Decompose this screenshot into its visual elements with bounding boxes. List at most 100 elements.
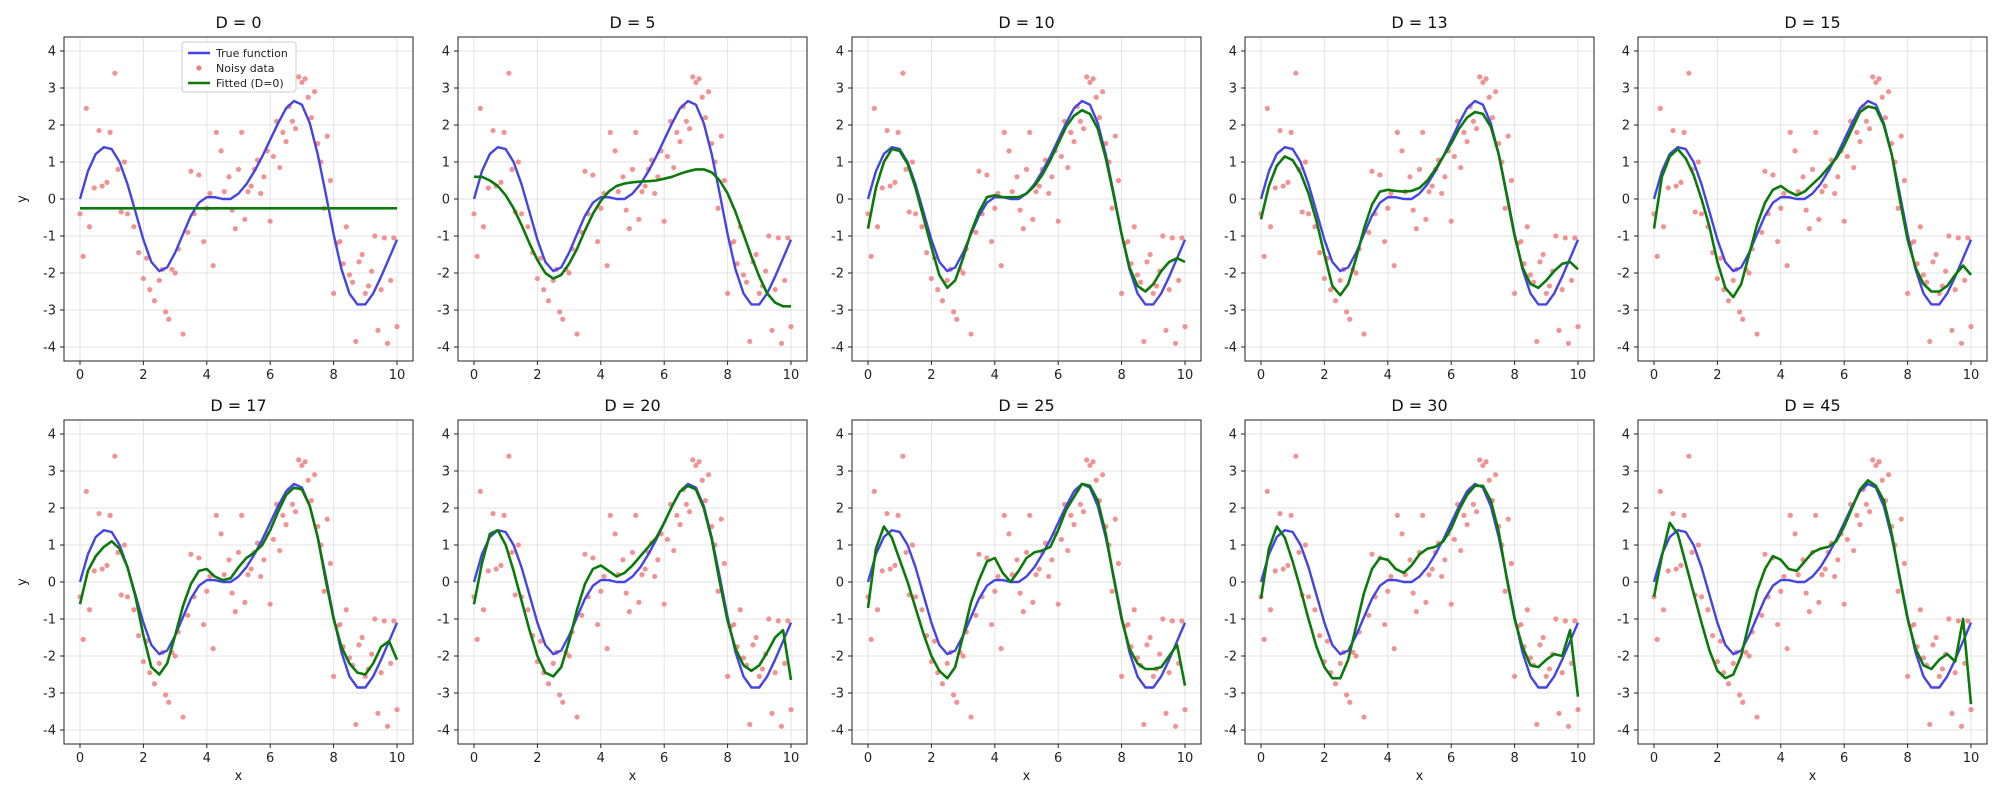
x-tick-label: 6	[1840, 751, 1848, 766]
noisy-data-point	[151, 681, 158, 687]
x-tick-label: 2	[533, 751, 541, 766]
y-tick-label: -2	[1224, 650, 1237, 665]
noisy-data-point	[1527, 272, 1534, 278]
noisy-data-point	[477, 105, 483, 111]
noisy-data-point	[995, 573, 1001, 580]
noisy-data-point	[1267, 607, 1274, 613]
true-function-line	[472, 99, 793, 306]
y-tick-label: 0	[1622, 576, 1630, 591]
noisy-data-point	[235, 549, 242, 556]
noisy-data-point	[1546, 666, 1553, 672]
noisy-data-point	[384, 340, 391, 346]
noisy-data-point	[731, 238, 737, 245]
noisy-data-point	[1305, 594, 1312, 600]
noisy-data-point	[1885, 89, 1892, 95]
noisy-data-point	[1055, 218, 1061, 224]
noisy-data-point	[498, 562, 504, 568]
y-tick-label: -1	[1617, 230, 1630, 245]
noisy-data-point	[1835, 557, 1841, 563]
noisy-data-point	[895, 129, 901, 135]
noisy-data-point	[1049, 557, 1055, 563]
noisy-data-point	[1553, 233, 1559, 239]
noisy-data-point	[104, 562, 110, 568]
noisy-data-point	[566, 653, 572, 659]
noisy-data-point	[1803, 590, 1809, 596]
noisy-data-point	[1391, 263, 1397, 269]
noisy-data-point	[992, 205, 998, 211]
noisy-data-point	[556, 692, 563, 698]
noisy-data-point	[1958, 340, 1965, 346]
x-tick-label: 6	[1054, 751, 1062, 766]
y-tick-label: -2	[831, 267, 844, 282]
noisy-data-point	[378, 670, 384, 676]
noisy-data-point	[871, 488, 877, 494]
x-tick-label: 6	[1054, 368, 1062, 383]
noisy-data-point	[992, 588, 998, 594]
noisy-data-point	[1347, 316, 1353, 322]
noisy-data-point	[1968, 324, 1974, 330]
noisy-data-point	[1911, 621, 1917, 628]
panel-5: 0 2 4 6 8 10 -4 -3 -2 -1 0 1 2 3 4 D = 17 x y	[15, 396, 414, 784]
y-tick-label: 0	[48, 576, 56, 591]
noisy-data-point	[1524, 607, 1530, 613]
noisy-data-point	[629, 549, 636, 556]
noisy-data-point	[705, 89, 712, 95]
noisy-data-point	[525, 607, 531, 613]
noisy-data-point	[1027, 512, 1033, 519]
noisy-data-point	[277, 164, 283, 171]
noisy-data-point	[99, 183, 105, 189]
noisy-data-point	[96, 127, 102, 134]
noisy-data-point	[91, 568, 97, 574]
noisy-data-point	[490, 510, 496, 517]
noisy-data-point	[1879, 94, 1885, 100]
noisy-data-point	[218, 148, 224, 154]
noisy-data-point	[121, 159, 127, 165]
noisy-data-point	[188, 551, 194, 557]
noisy-data-point	[1147, 251, 1153, 258]
noisy-data-point	[1933, 634, 1939, 641]
noisy-data-point	[1930, 642, 1936, 648]
noisy-data-point	[1109, 588, 1115, 594]
noisy-data-point	[388, 277, 394, 283]
noisy-data-point	[311, 89, 318, 95]
noisy-data-point	[136, 250, 142, 256]
x-tick-label: 10	[1570, 751, 1587, 766]
noisy-data-point	[1473, 126, 1480, 132]
noisy-data-point	[296, 457, 302, 463]
y-tick-label: 0	[442, 193, 450, 208]
noisy-data-point	[480, 607, 487, 613]
y-tick-label: 1	[836, 156, 844, 171]
noisy-data-point	[1160, 233, 1166, 239]
noisy-data-point	[1172, 723, 1179, 729]
noisy-data-point	[1017, 207, 1023, 213]
noisy-data-point	[1787, 129, 1793, 135]
noisy-data-point	[1483, 459, 1489, 465]
noisy-data-point	[1046, 190, 1052, 197]
noisy-data-point	[1857, 522, 1863, 528]
noisy-data-point	[353, 338, 359, 345]
noisy-data-point	[1093, 94, 1099, 100]
noisy-data-point	[756, 290, 762, 296]
y-axis-label: y	[15, 578, 30, 586]
noisy-data-point	[1857, 139, 1863, 145]
noisy-data-point	[871, 105, 877, 111]
y-tick-label: -3	[437, 304, 450, 319]
noisy-data-point	[1572, 618, 1578, 624]
noisy-data-point	[1119, 673, 1125, 679]
noisy-data-point	[1343, 309, 1350, 315]
y-tick-label: 3	[442, 465, 450, 480]
noisy-data-point	[1285, 562, 1291, 568]
x-tick-label: 0	[76, 368, 84, 383]
noisy-data-point	[1556, 327, 1562, 333]
noisy-data-point	[1458, 164, 1464, 171]
noisy-data-point	[343, 224, 349, 230]
x-tick-label: 2	[1320, 751, 1328, 766]
x-tick-label: 8	[1510, 751, 1518, 766]
panel-6: 0 2 4 6 8 10 -4 -3 -2 -1 0 1 2 3 4 D = 20 x	[437, 396, 808, 784]
noisy-data-point	[1781, 190, 1787, 197]
noisy-data-point	[892, 562, 898, 568]
noisy-data-point	[232, 226, 238, 232]
noisy-data-point	[327, 560, 334, 567]
x-tick-label: 2	[927, 751, 935, 766]
noisy-data-point	[356, 642, 362, 648]
